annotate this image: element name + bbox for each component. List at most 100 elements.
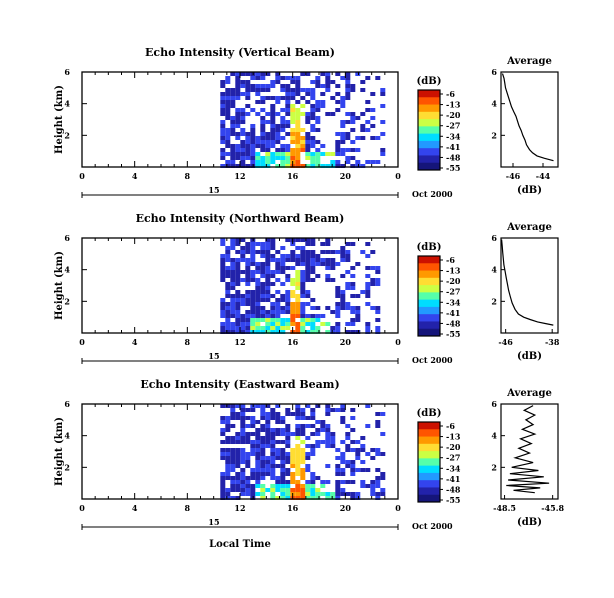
heatmap-cell bbox=[280, 496, 286, 500]
heatmap-cell bbox=[225, 306, 231, 310]
heatmap-cell bbox=[365, 302, 371, 306]
heatmap-cell bbox=[280, 84, 286, 88]
heatmap-cell bbox=[310, 314, 316, 318]
heatmap-cell bbox=[265, 88, 271, 92]
heatmap-cell bbox=[295, 152, 301, 156]
heatmap-cell bbox=[290, 116, 296, 120]
heatmap-cell bbox=[225, 314, 231, 318]
heatmap-cell bbox=[325, 412, 331, 416]
heatmap-cell bbox=[365, 468, 371, 472]
heatmap-cell bbox=[315, 140, 321, 144]
heatmap-cell bbox=[260, 132, 266, 136]
heatmap-cell bbox=[220, 302, 226, 306]
heatmap-cell bbox=[350, 322, 356, 326]
heatmap-cell bbox=[225, 290, 231, 294]
heatmap-cell bbox=[350, 464, 356, 468]
heatmap-cell bbox=[220, 484, 226, 488]
heatmap-cell bbox=[260, 144, 266, 148]
heatmap-cell bbox=[295, 416, 301, 420]
heatmap-cell bbox=[280, 116, 286, 120]
heatmap-cell bbox=[285, 322, 291, 326]
x-tick-label: 0 bbox=[79, 171, 85, 181]
heatmap-cell bbox=[300, 424, 306, 428]
heatmap-cell bbox=[250, 452, 256, 456]
heatmap-cell bbox=[350, 408, 356, 412]
heatmap-cell bbox=[295, 124, 301, 128]
colorbar-tick-label: -41 bbox=[446, 308, 460, 318]
heatmap-cell bbox=[240, 460, 246, 464]
heatmap-cell bbox=[315, 84, 321, 88]
heatmap-cell bbox=[350, 318, 356, 322]
heatmap-cell bbox=[345, 254, 351, 258]
heatmap-cell bbox=[280, 428, 286, 432]
heatmap-cell bbox=[335, 160, 341, 164]
heatmap-cell bbox=[260, 140, 266, 144]
heatmap-cell bbox=[225, 496, 231, 500]
heatmap-cell bbox=[295, 164, 301, 168]
heatmap-cell bbox=[230, 156, 236, 160]
heatmap-cell bbox=[255, 460, 261, 464]
heatmap-cell bbox=[300, 476, 306, 480]
heatmap-cell bbox=[230, 468, 236, 472]
heatmap-cell bbox=[315, 254, 321, 258]
heatmap-cell bbox=[280, 464, 286, 468]
heatmap-cell bbox=[265, 444, 271, 448]
colorbar-tick-label: -41 bbox=[446, 142, 460, 152]
heatmap-cell bbox=[345, 436, 351, 440]
heatmap-cell bbox=[270, 116, 276, 120]
heatmap-cell bbox=[350, 140, 356, 144]
heatmap-cell bbox=[235, 112, 241, 116]
heatmap-cell bbox=[250, 416, 256, 420]
heatmap-cell bbox=[355, 330, 361, 334]
heatmap-cell bbox=[220, 326, 226, 330]
heatmap-cell bbox=[360, 128, 366, 132]
average-y-tick-label: 2 bbox=[491, 130, 497, 140]
heatmap-cell bbox=[380, 432, 386, 436]
heatmap-cell bbox=[220, 132, 226, 136]
heatmap-cell bbox=[280, 76, 286, 80]
heatmap-cell bbox=[245, 92, 251, 96]
heatmap-cell bbox=[275, 262, 281, 266]
heatmap-cell bbox=[245, 148, 251, 152]
heatmap-cell bbox=[350, 156, 356, 160]
heatmap-cell bbox=[345, 480, 351, 484]
heatmap-cell bbox=[240, 440, 246, 444]
heatmap-cell bbox=[310, 278, 316, 282]
heatmap-cell bbox=[240, 404, 246, 408]
heatmap-cell bbox=[350, 472, 356, 476]
heatmap-panel-0: Echo Intensity (Vertical Beam) Height (km… bbox=[54, 46, 461, 199]
heatmap-cell bbox=[345, 464, 351, 468]
colorbar-frame bbox=[417, 89, 441, 171]
colorbar: (dB) -6-13-20-27-34-41-48-55 bbox=[417, 242, 461, 339]
heatmap-cell bbox=[270, 326, 276, 330]
heatmap-cell bbox=[320, 72, 326, 76]
heatmap-cell bbox=[250, 488, 256, 492]
heatmap-cell bbox=[230, 96, 236, 100]
heatmap-cell bbox=[290, 104, 296, 108]
heatmap-cell bbox=[365, 76, 371, 80]
heatmap-cell bbox=[315, 104, 321, 108]
heatmap-cell bbox=[300, 452, 306, 456]
heatmap-cell bbox=[235, 432, 241, 436]
heatmap-cell bbox=[270, 128, 276, 132]
date-month-label: Oct 2000 bbox=[412, 355, 453, 365]
heatmap-cell bbox=[285, 306, 291, 310]
heatmap-cell bbox=[340, 298, 346, 302]
heatmap-cell bbox=[310, 306, 316, 310]
heatmap-cell bbox=[275, 330, 281, 334]
heatmap-cell bbox=[250, 448, 256, 452]
heatmap-cell bbox=[285, 456, 291, 460]
heatmap-cell bbox=[355, 306, 361, 310]
heatmap-cell bbox=[240, 246, 246, 250]
average-frame bbox=[500, 403, 559, 500]
heatmap-cell bbox=[220, 238, 226, 242]
heatmap-cell bbox=[340, 152, 346, 156]
colorbar-swatch bbox=[418, 277, 440, 286]
heatmap-cell bbox=[315, 326, 321, 330]
colorbar-swatch bbox=[418, 256, 440, 264]
heatmap-cell bbox=[220, 80, 226, 84]
heatmap-cell bbox=[260, 250, 266, 254]
average-title: Average bbox=[506, 388, 552, 399]
heatmap-cell bbox=[265, 286, 271, 290]
heatmap-cell bbox=[230, 164, 236, 168]
